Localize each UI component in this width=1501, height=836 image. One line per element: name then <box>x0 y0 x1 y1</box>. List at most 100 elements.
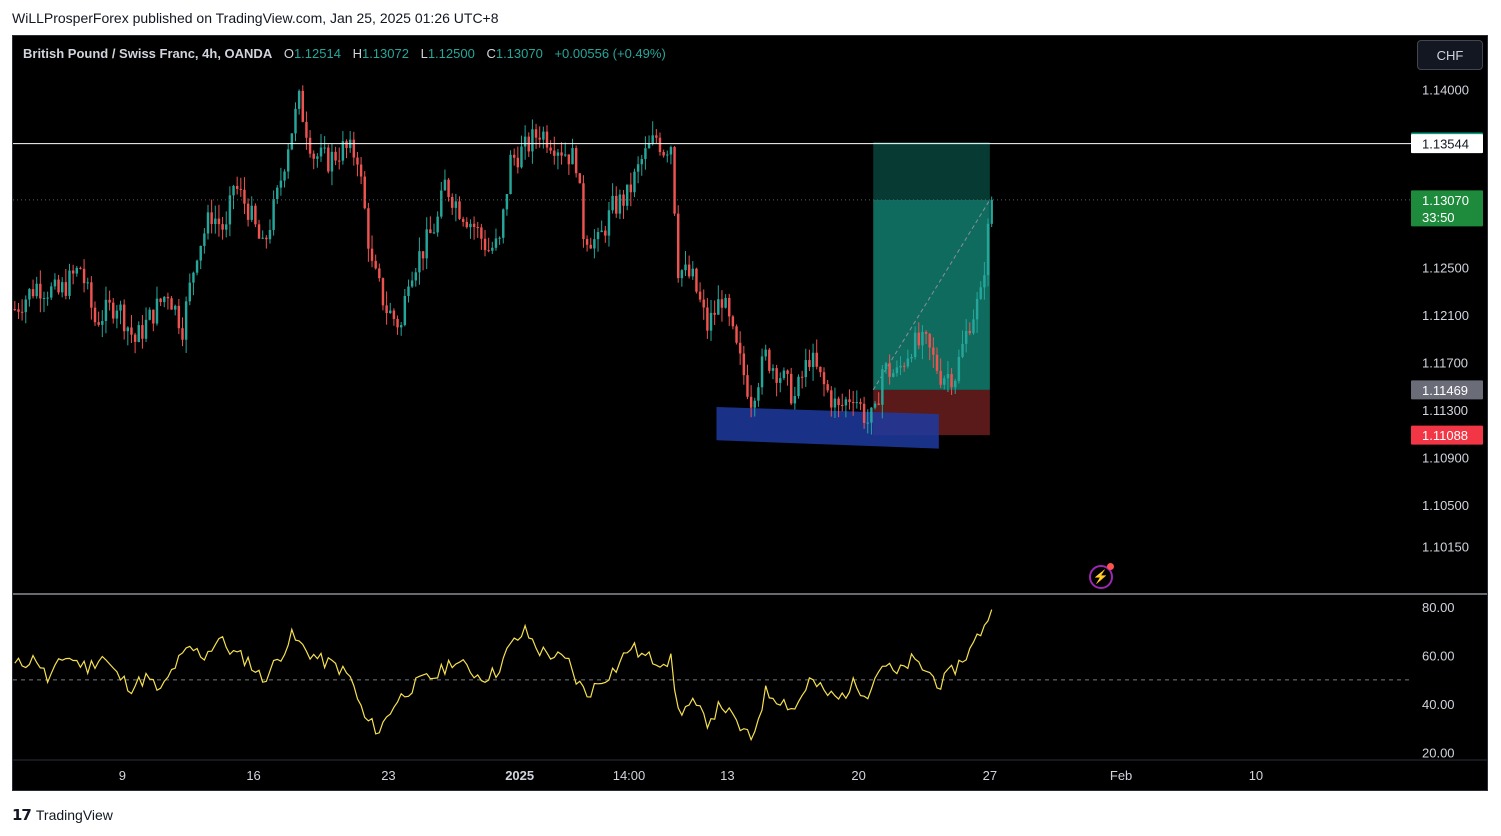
candle-body <box>968 330 972 334</box>
candle-body <box>673 147 676 214</box>
candle-body <box>789 373 793 404</box>
candle-body <box>389 310 392 314</box>
time-tick-label: 16 <box>246 768 260 783</box>
candle-body <box>702 299 705 308</box>
change-value: +0.00556 (+0.49%) <box>554 46 666 61</box>
candle-body <box>31 289 35 297</box>
footer-brand[interactable]: 𝟭𝟳 TradingView <box>12 806 113 824</box>
candle-body <box>917 332 921 346</box>
candle-body <box>294 108 297 134</box>
candle-body <box>403 295 407 326</box>
candle-body <box>516 157 520 168</box>
candle-body <box>855 402 859 404</box>
candle-body <box>461 218 465 222</box>
candle-body <box>39 283 42 299</box>
candle-body <box>961 343 964 357</box>
candle-body <box>717 299 720 315</box>
price-tick-label: 1.14000 <box>1422 82 1469 97</box>
candle-body <box>341 141 345 161</box>
candle-body <box>418 251 421 273</box>
price-level-badge <box>1411 380 1483 400</box>
candle-body <box>658 137 662 153</box>
price-level-badge <box>1411 425 1483 445</box>
candle-body <box>443 179 447 191</box>
symbol-title[interactable]: British Pound / Swiss Franc, 4h, OANDA <box>23 46 273 61</box>
candle-body <box>214 218 217 225</box>
candle-body <box>498 237 501 239</box>
candle-body <box>86 282 89 284</box>
time-tick-label: 20 <box>851 768 865 783</box>
candle-body <box>246 203 250 220</box>
candle-body <box>137 325 140 342</box>
time-tick-label: 9 <box>119 768 126 783</box>
candle-body <box>604 230 607 236</box>
candle-body <box>195 260 199 273</box>
candle-body <box>505 194 509 210</box>
candle-body <box>545 131 549 148</box>
candle-body <box>188 282 192 302</box>
candle-body <box>206 212 210 234</box>
candle-body <box>636 164 640 172</box>
candle-body <box>950 374 953 388</box>
candle-body <box>757 387 760 401</box>
candle-body <box>421 251 425 259</box>
candle-body <box>567 154 571 165</box>
candle-body <box>881 369 884 405</box>
candle-body <box>440 190 443 217</box>
candle-body <box>210 212 213 225</box>
candle-body <box>243 189 246 204</box>
candle-body <box>75 267 79 274</box>
candle-body <box>502 209 505 238</box>
candle-body <box>130 327 133 335</box>
candle-body <box>924 331 928 334</box>
candle-body <box>68 270 71 296</box>
rsi-tick-label: 60.00 <box>1422 649 1455 664</box>
lightning-icon[interactable]: ⚡ <box>1089 565 1113 589</box>
candle-body <box>822 372 826 385</box>
candle-body <box>698 291 702 300</box>
candle-body <box>46 297 49 299</box>
price-tick-label: 1.10150 <box>1422 540 1469 555</box>
candle-body <box>946 374 950 379</box>
candle-body <box>82 268 86 284</box>
price-level-label: 1.11469 <box>1422 383 1468 398</box>
candle-body <box>166 296 170 299</box>
candle-body <box>574 148 578 174</box>
candle-body <box>203 233 206 246</box>
candle-body <box>97 322 100 325</box>
close-value: 1.13070 <box>495 46 543 61</box>
chart-frame[interactable]: 1.14000 1.12500 1.12100 1.11700 1.11300 1.109… <box>12 35 1488 791</box>
candle-body <box>283 171 286 181</box>
candle-body <box>42 297 46 299</box>
candle-body <box>662 152 665 156</box>
candle-body <box>177 305 181 329</box>
candle-body <box>279 180 283 188</box>
candle-body <box>964 330 968 344</box>
candle-body <box>396 318 399 328</box>
candle-body <box>884 363 888 370</box>
currency-button[interactable]: CHF <box>1417 40 1483 70</box>
candle-body <box>622 194 625 206</box>
candle-body <box>338 160 341 162</box>
chart-canvas[interactable]: 1.14000 1.12500 1.12100 1.11700 1.11300 1.109… <box>13 36 1487 790</box>
candle-body <box>119 304 122 311</box>
candle-body <box>170 298 173 310</box>
candle-body <box>888 363 891 377</box>
candle-body <box>469 223 472 228</box>
candle-body <box>826 384 829 391</box>
time-tick-label: 23 <box>381 768 395 783</box>
candle-body <box>523 136 527 147</box>
candle-body <box>155 298 159 324</box>
support-zone <box>716 407 939 449</box>
candle-body <box>28 289 31 300</box>
candle-body <box>986 223 990 276</box>
candle-body <box>305 121 308 138</box>
candle-body <box>261 237 264 239</box>
low-value: 1.12500 <box>427 46 475 61</box>
time-tick-label: 10 <box>1249 768 1263 783</box>
candle-body <box>148 309 151 320</box>
candle-body <box>910 357 913 359</box>
candle-body <box>367 208 370 249</box>
candle-body <box>24 299 27 313</box>
candle-body <box>115 310 119 319</box>
